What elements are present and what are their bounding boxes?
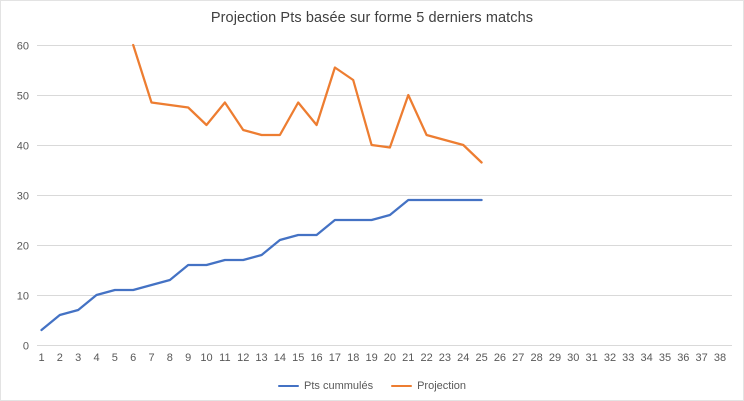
y-axis-tick-label: 20 <box>17 241 29 253</box>
x-axis-tick-label: 7 <box>148 352 154 364</box>
x-axis-tick-label: 16 <box>310 352 322 364</box>
x-axis-tick-label: 37 <box>696 352 708 364</box>
legend: Pts cummulés Projection <box>1 380 743 392</box>
y-axis-tick-label: 0 <box>23 341 29 353</box>
legend-swatch <box>391 384 413 388</box>
legend-label: Pts cummulés <box>304 380 374 392</box>
x-axis-tick-label: 18 <box>347 352 359 364</box>
x-axis-tick-label: 34 <box>641 352 653 364</box>
x-axis-tick-label: 36 <box>677 352 689 364</box>
x-axis-tick-label: 17 <box>329 352 341 364</box>
x-axis-tick-label: 30 <box>567 352 579 364</box>
x-axis-tick-label: 21 <box>402 352 414 364</box>
x-axis-tick-label: 33 <box>622 352 634 364</box>
x-axis-tick-label: 12 <box>237 352 249 364</box>
y-axis-tick-label: 60 <box>17 41 29 53</box>
y-axis-tick-label: 40 <box>17 141 29 153</box>
x-axis-tick-label: 19 <box>365 352 377 364</box>
x-axis-tick-label: 27 <box>512 352 524 364</box>
x-axis-tick-label: 23 <box>439 352 451 364</box>
x-axis-tick-label: 9 <box>185 352 191 364</box>
x-axis-tick-label: 2 <box>57 352 63 364</box>
x-axis-tick-label: 32 <box>604 352 616 364</box>
legend-item-pts-cummul-s: Pts cummulés <box>278 380 373 392</box>
series-line-pts-cummul-s <box>40 198 483 332</box>
x-axis-tick-label: 8 <box>167 352 173 364</box>
x-axis-tick-label: 15 <box>292 352 304 364</box>
x-axis-tick-label: 20 <box>384 352 396 364</box>
x-axis-tick-label: 28 <box>530 352 542 364</box>
x-axis-tick-label: 26 <box>494 352 506 364</box>
x-axis-tick-label: 1 <box>38 352 44 364</box>
x-axis-tick-label: 25 <box>475 352 487 364</box>
x-axis-tick-label: 22 <box>420 352 432 364</box>
x-axis-tick-label: 14 <box>274 352 286 364</box>
x-axis-tick-label: 10 <box>200 352 212 364</box>
x-axis-tick-label: 35 <box>659 352 671 364</box>
x-axis-tick-label: 5 <box>112 352 118 364</box>
x-axis-tick-label: 4 <box>93 352 99 364</box>
x-axis-tick-label: 3 <box>75 352 81 364</box>
x-axis-tick-label: 38 <box>714 352 726 364</box>
chart-title: Projection Pts basée sur forme 5 dernier… <box>210 10 534 26</box>
y-axis-tick-label: 30 <box>17 191 29 203</box>
x-axis-tick-label: 13 <box>255 352 267 364</box>
y-axis-tick-label: 10 <box>17 291 29 303</box>
x-axis-tick-label: 6 <box>130 352 136 364</box>
legend-label: Projection <box>417 380 466 392</box>
legend-item-projection: Projection <box>391 380 466 392</box>
legend-swatch <box>278 384 299 388</box>
x-axis-tick-label: 24 <box>457 352 469 364</box>
x-axis-tick-label: 29 <box>549 352 561 364</box>
x-axis-tick-label: 11 <box>219 352 230 364</box>
x-axis-tick-label: 31 <box>586 352 598 364</box>
y-axis-tick-label: 50 <box>17 91 29 103</box>
series-line-projection <box>132 43 483 164</box>
